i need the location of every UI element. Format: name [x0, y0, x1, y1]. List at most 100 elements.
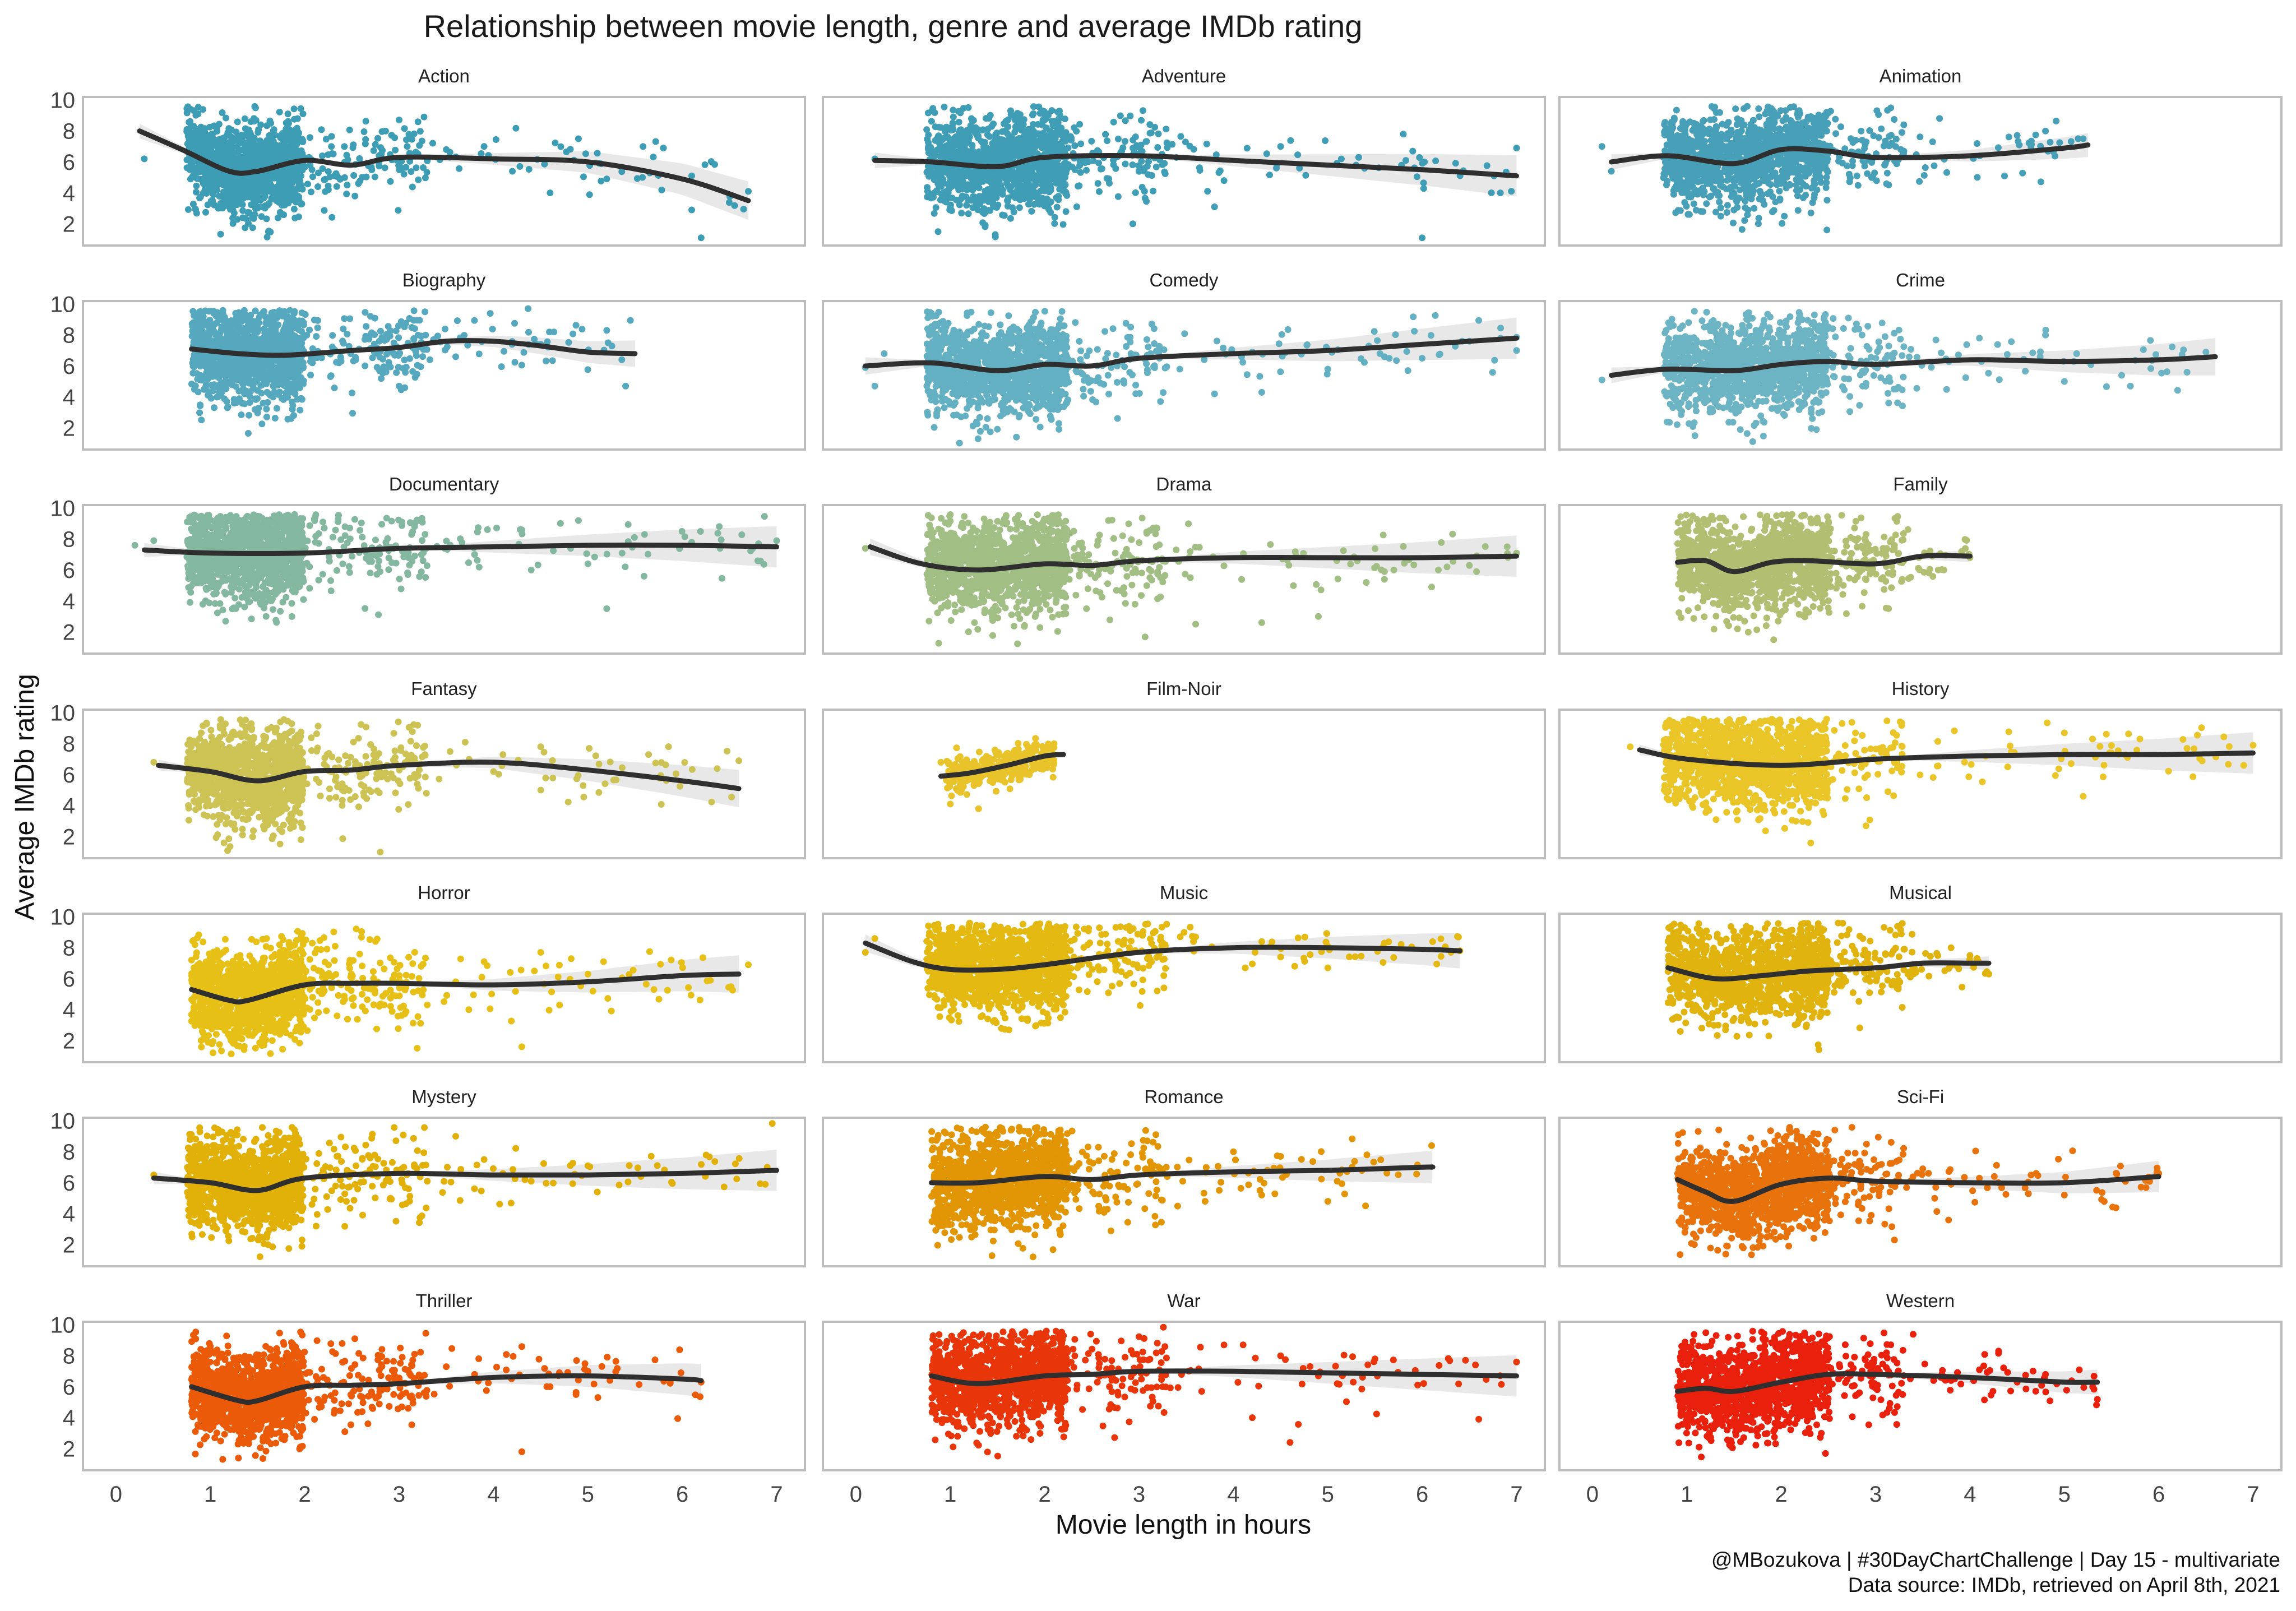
outlier-point: [547, 189, 554, 197]
outlier-point: [414, 331, 422, 339]
trend-line: [189, 971, 742, 1005]
scatter-points: [928, 1123, 1421, 1261]
x-tick-label: 5: [1322, 1482, 1334, 1507]
x-tick-label: 3: [393, 1482, 405, 1507]
facet-grid: Action 2 4 6 8 10 Adventure Animation Biography 2…: [50, 66, 2283, 1471]
outlier-point: [527, 1178, 535, 1185]
panel-title: Biography: [402, 270, 486, 290]
outlier-point: [150, 758, 158, 766]
outlier-point: [754, 557, 761, 564]
panel-title: Horror: [418, 882, 470, 903]
y-tick-label: 8: [63, 527, 75, 552]
outlier-point: [499, 751, 507, 758]
panel-plot-area: [1627, 715, 2257, 846]
y-tick-label: 10: [50, 701, 76, 726]
panel-musical: Musical: [1558, 882, 2283, 1063]
outlier-point: [518, 526, 525, 534]
scatter-points: [183, 511, 768, 626]
outlier-point: [1258, 1192, 1265, 1198]
outlier-point: [773, 537, 780, 544]
outlier-point: [2061, 1192, 2068, 1198]
panel-history: History: [1558, 678, 2283, 859]
outlier-point: [584, 970, 591, 978]
outlier-point: [480, 958, 488, 965]
outlier-point: [1230, 1148, 1237, 1155]
panel-border: [1558, 913, 2283, 1063]
outlier-point: [584, 560, 591, 567]
trend-line: [1609, 142, 2091, 166]
trend-line: [137, 128, 751, 203]
outlier-point: [2004, 763, 2011, 771]
panel-border: [1558, 96, 2283, 247]
panel-title: Crime: [1896, 270, 1945, 290]
outlier-point: [1258, 388, 1265, 396]
x-tick-label: 2: [1039, 1482, 1051, 1507]
outlier-point: [1428, 1142, 1435, 1149]
outlier-point: [1324, 964, 1331, 971]
trend-line: [863, 335, 1519, 373]
outlier-point: [1976, 1174, 1983, 1182]
y-tick-label: 8: [63, 1140, 75, 1165]
panel-title: War: [1167, 1290, 1200, 1311]
panel-music: Music: [822, 882, 1546, 1063]
panel-border: [1558, 1117, 2283, 1267]
outlier-point: [1381, 939, 1388, 947]
panel-fantasy: Fantasy 2 4 6 8 10: [50, 678, 806, 859]
outlier-point: [452, 1133, 459, 1140]
panel-title: Film-Noir: [1146, 678, 1221, 699]
outlier-point: [1428, 584, 1435, 591]
panel-border: [822, 504, 1546, 655]
outlier-point: [1513, 1358, 1520, 1365]
outlier-point: [1627, 743, 1634, 751]
outlier-point: [1277, 953, 1284, 961]
outlier-point: [2136, 735, 2144, 743]
panel-plot-area: [1674, 1124, 2163, 1258]
outlier-point: [414, 118, 422, 126]
y-tick-label: 8: [63, 323, 75, 348]
trend-line: [141, 542, 779, 556]
x-tick-label: 3: [1869, 1482, 1882, 1507]
panel-plot-area: [150, 1120, 779, 1260]
trend-line: [156, 760, 742, 791]
y-tick-label: 4: [63, 181, 75, 206]
panel-western: Western: [1558, 1290, 2283, 1471]
x-tick-label: 7: [2247, 1482, 2259, 1507]
trend-line: [872, 152, 1519, 179]
outlier-point: [871, 935, 878, 942]
panel-plot-area: [862, 308, 1520, 447]
outlier-point: [745, 961, 752, 969]
x-tick-label: 0: [110, 1482, 122, 1507]
y-tick-label: 4: [63, 998, 75, 1022]
panel-title: Family: [1893, 474, 1948, 494]
outlier-point: [1466, 562, 1473, 569]
outlier-point: [2061, 378, 2068, 385]
scatter-points: [923, 308, 1520, 447]
scatter-points: [184, 1120, 776, 1260]
y-tick-label: 10: [50, 293, 76, 317]
outlier-point: [2080, 793, 2087, 800]
panel-comedy: Comedy: [822, 270, 1546, 451]
outlier-point: [622, 382, 629, 390]
y-tick-label: 6: [63, 150, 75, 175]
outlier-point: [1258, 938, 1265, 945]
scatter-points: [928, 1323, 1505, 1460]
panel-title: Western: [1886, 1290, 1955, 1311]
outlier-point: [471, 551, 478, 558]
panel-animation: Animation: [1558, 66, 2283, 247]
trend-line: [929, 1164, 1436, 1186]
panel-sci-fi: Sci-Fi: [1558, 1086, 2283, 1267]
outlier-point: [1598, 376, 1605, 383]
y-tick-label: 4: [63, 1406, 75, 1431]
outlier-point: [688, 172, 695, 179]
panel-title: Sci-Fi: [1897, 1086, 1944, 1107]
y-tick-label: 2: [63, 416, 75, 441]
outlier-point: [745, 188, 752, 195]
outlier-point: [537, 949, 544, 956]
trend-line: [151, 1168, 779, 1193]
outlier-point: [947, 800, 954, 808]
confidence-band: [154, 1150, 777, 1193]
outlier-point: [1947, 944, 1955, 951]
outlier-point: [1419, 234, 1426, 242]
outlier-point: [1919, 1165, 1927, 1173]
outlier-point: [697, 234, 705, 242]
